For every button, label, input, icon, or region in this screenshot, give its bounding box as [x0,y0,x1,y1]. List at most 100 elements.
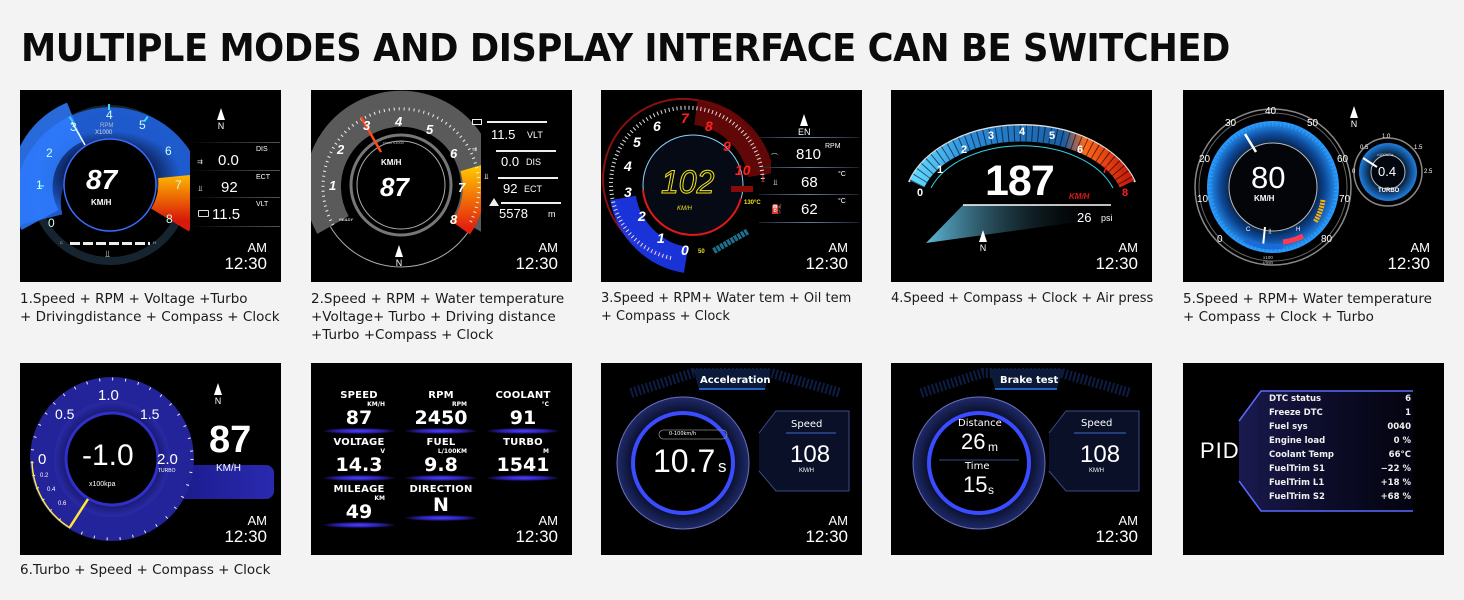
readout-value: 11.5 [212,206,241,223]
acceleration-ring [616,368,850,530]
cell-glow [323,475,395,481]
pid-value: 0 % [1393,436,1411,446]
temp-hot-label: H [153,240,156,245]
display-mode-2[interactable]: 1 2 3 4 5 6 7 8 r/min x1000 KM/H 87 READ… [311,90,572,282]
pid-label: Coolant Temp [1269,450,1335,460]
readout-value: 5578 [499,206,528,221]
mode-3-caption: 3.Speed + RPM+ Water tem + Oil tem + Com… [601,291,852,324]
display-mode-6[interactable]: 0 0.5 1.0 1.5 2.0 TURBO 0.2 0.4 0.6 -1.0… [20,363,281,555]
grid-cell-voltage: VOLTAGE V 14.3 [319,437,399,481]
readout-unit: VLT [527,130,543,140]
display-mode-5[interactable]: 0 10 20 30 40 50 60 70 80 C H ⫫ x100 r/m… [1183,90,1444,282]
display-mode-4[interactable]: 0 1 2 3 4 5 6 7 8 187 KM/H 26 psi N AM 12… [891,90,1152,282]
pid-value: 66°C [1388,450,1411,460]
cell-value: 2450 [414,407,468,429]
mode-6-caption: 6.Turbo + Speed + Compass + Clock [20,562,271,578]
turbo-tick-label: 1.0 [1382,134,1391,140]
cell-label: COOLANT [495,390,551,401]
speed-value: 102 [660,164,715,201]
neg-tick-label: 0.4 [47,487,56,493]
acceleration-time-value: 10.7 [653,443,716,479]
pid-value: −22 % [1380,464,1411,474]
tick-label: 10 [735,162,751,178]
speed-unit: KM/H [381,158,402,167]
tick-label: 20 [1199,154,1211,165]
tick-label: 1 [36,178,43,192]
readout-value: 62 [801,201,818,218]
tick-label: 7 [681,110,689,126]
speed-label: Speed [791,419,823,430]
clock: AM 12:30 [1095,514,1138,545]
clock-ampm: AM [247,513,268,528]
tick-label: 0 [681,242,689,258]
cell-unit: °C [541,401,549,408]
cell-label: RPM [428,390,454,401]
battery-icon [472,119,482,125]
neg-tick-label: 0.2 [40,473,49,479]
rpm-gauge [908,124,1136,243]
speed-value: 108 [790,441,831,468]
tick-label: 10 [1197,194,1209,205]
cell-value: 87 [345,407,373,429]
tick-label: 2.0 [157,451,178,468]
temp-cold-label: C [60,240,63,245]
display-mode-grid[interactable]: SPEED KM/H 87 RPM RPM 2450 COOLANT °C 91 VOLTA… [311,363,572,555]
pid-row: FuelTrim L1 +18 % [1269,478,1411,488]
display-mode-pid[interactable]: PID DTC status 6 Freeze DTC 1 Fuel sys 0040… [1183,363,1444,555]
mode-5-caption: 5.Speed + RPM+ Water temperature + Compa… [1183,291,1432,325]
compass: N [1350,106,1358,129]
tick-label: 7 [1102,164,1109,176]
tick-label: 2 [337,142,345,157]
rpm-unit-label: x100 r/min [1263,255,1273,265]
mode-4-caption: 4.Speed + Compass + Clock + Air press [891,291,1154,306]
cell-value: 14.3 [335,454,383,476]
air-pressure-value: 26 [1077,210,1092,225]
cell-unit: KM/H [367,401,385,408]
cell-glow [405,428,477,434]
coolant-temp-bar [70,242,150,245]
display-mode-3[interactable]: 0 1 2 3 4 5 6 7 8 9 10 102 KM/H 130°C 50… [601,90,862,282]
clock-ampm: AM [1118,513,1139,528]
grid-cell-speed: SPEED KM/H 87 [319,390,399,434]
north-arrow-icon [217,108,225,120]
tick-label: 0 [1217,234,1223,245]
compass-heading: N [214,396,222,406]
tick-label: 5 [139,118,146,132]
north-arrow-icon [1350,106,1358,118]
display-mode-1[interactable]: 0 1 2 3 4 5 6 7 8 RPM X1000 87 KM/H C H … [20,90,281,282]
readout-unit: ECT [524,184,542,194]
tick-label: 5 [426,122,434,137]
tick-label: 6 [165,144,172,158]
tick-label: 3 [624,184,632,200]
tick-label: 70 [1339,194,1351,205]
pid-row: Fuel sys 0040 [1269,422,1411,432]
pid-title: PID [1200,438,1240,463]
pid-row: DTC status 6 [1269,394,1411,404]
readout-label: DIS [256,146,268,153]
clock: AM 12:30 [1095,241,1138,272]
pid-label: FuelTrim L1 [1269,478,1325,488]
page-title: MULTIPLE MODES AND DISPLAY INTERFACE CAN… [21,26,1230,70]
time-label: Time [965,461,990,472]
tick-label: 50 [1307,118,1319,129]
tick-label: 9 [723,138,731,154]
tick-label: 60 [1337,154,1349,165]
clock-ampm: AM [1118,240,1139,255]
tick-label: 0 [48,216,55,230]
rpm-gauge [602,97,771,273]
speed-value: 80 [1251,160,1286,195]
clock: AM 12:30 [805,514,848,545]
speed-unit: KM/H [91,198,112,207]
tick-label: 1 [937,164,944,176]
tick-label: 1.5 [140,406,160,422]
cell-label: SPEED [340,390,378,401]
compass-heading: N [217,121,225,131]
pid-row: FuelTrim S2 +68 % [1269,492,1411,502]
ready-status: READY [339,217,354,222]
tick-label: 6 [1077,144,1084,156]
cell-value: 91 [509,407,537,429]
rpm-icon: ⌒ [771,154,778,161]
display-mode-brake-test[interactable]: Brake test Distance 26 m Time 15 s Speed… [891,363,1152,555]
display-mode-acceleration[interactable]: Acceleration 0-100km/h 10.7 s Speed 108 … [601,363,862,555]
neg-tick-label: 0.6 [58,501,67,507]
